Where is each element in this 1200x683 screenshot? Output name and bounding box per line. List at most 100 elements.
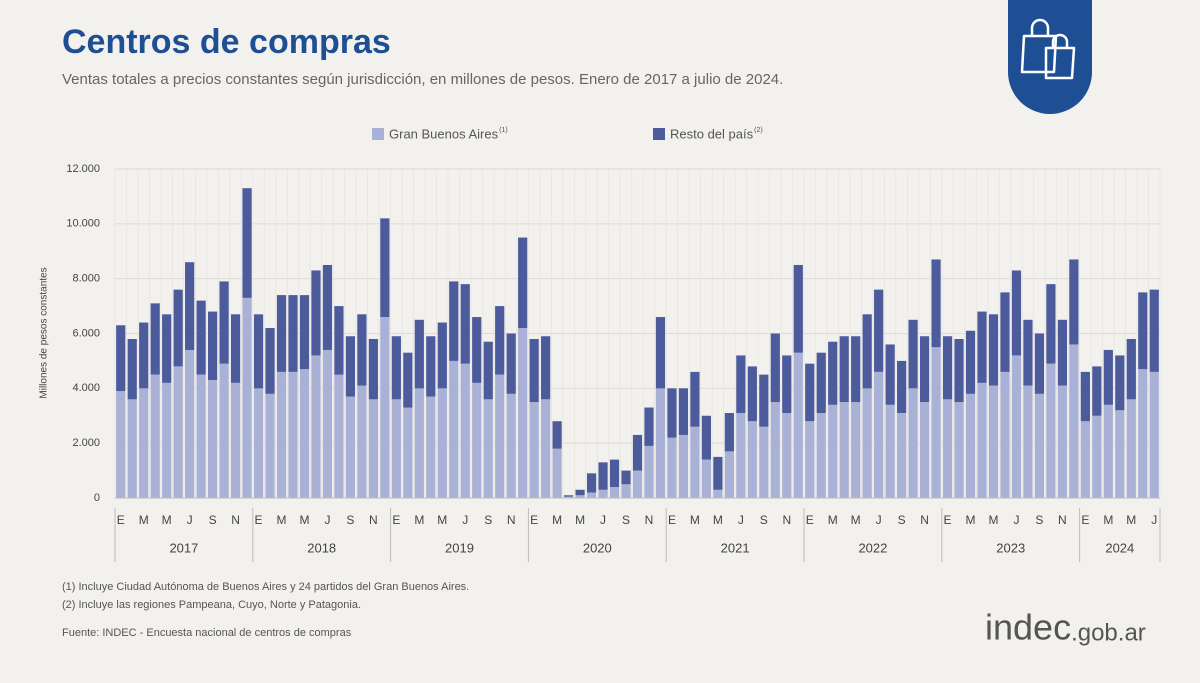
- bar-segment: [288, 295, 298, 372]
- bar-segment: [586, 473, 597, 493]
- bar-segment: [1011, 270, 1022, 356]
- x-tick-label: N: [369, 513, 378, 527]
- bar-segment: [311, 355, 321, 498]
- bar-segment: [276, 371, 287, 498]
- source: Fuente: INDEC - Encuesta nacional de cen…: [62, 627, 352, 639]
- bar-segment: [1046, 363, 1056, 498]
- bar-segment: [437, 388, 447, 498]
- bar-segment: [862, 388, 872, 498]
- bar-segment: [701, 415, 712, 460]
- bar-segment: [483, 399, 493, 498]
- bar-segment: [196, 300, 206, 375]
- bar-segment: [759, 426, 769, 498]
- bar-segment: [265, 393, 275, 498]
- year-label: 2024: [1105, 540, 1134, 555]
- x-tick-label: M: [1126, 513, 1136, 527]
- bar-segment: [954, 338, 964, 403]
- icon: [1008, 0, 1092, 114]
- bar-segment: [173, 366, 183, 498]
- bar-segment: [1069, 344, 1079, 498]
- bar-segment: [1103, 349, 1113, 405]
- bar-segment: [908, 388, 918, 498]
- bar-segment: [575, 489, 585, 496]
- x-tick-label: N: [782, 513, 791, 527]
- bar-segment: [954, 402, 964, 498]
- bar-segment: [529, 338, 539, 403]
- x-tick-label: E: [117, 513, 125, 527]
- bar-segment: [288, 371, 298, 498]
- bar-segment: [380, 218, 390, 318]
- bar-segment: [908, 319, 918, 389]
- bar-segment: [1138, 292, 1148, 370]
- bar-segment: [851, 402, 861, 498]
- bar-segment: [196, 374, 206, 498]
- y-tick-label: 2.000: [72, 437, 100, 449]
- y-tick-label: 10.000: [66, 218, 100, 230]
- x-tick-label: N: [920, 513, 929, 527]
- bar-segment: [770, 402, 780, 498]
- bar-segment: [495, 306, 505, 375]
- y-tick-label: 6.000: [72, 327, 100, 339]
- bar-segment: [897, 413, 907, 498]
- legend-swatch: [653, 128, 665, 140]
- bar-segment: [724, 451, 734, 498]
- bar-segment: [609, 487, 620, 498]
- bar-segment: [575, 495, 585, 498]
- bar-segment: [621, 484, 631, 498]
- legend-label: Gran Buenos Aires: [389, 126, 499, 141]
- bar-segment: [127, 399, 137, 498]
- bar-segment: [747, 366, 757, 422]
- bar-segment: [139, 322, 149, 389]
- year-label: 2022: [858, 540, 887, 555]
- bar-segment: [988, 385, 999, 498]
- bar-segment: [219, 363, 229, 498]
- bar-segment: [1080, 421, 1090, 498]
- x-tick-label: J: [462, 513, 468, 527]
- bar-segment: [139, 388, 149, 498]
- bar-segment: [586, 492, 597, 498]
- chart-subtitle: Ventas totales a precios constantes segú…: [62, 71, 783, 88]
- bar-segment: [380, 317, 390, 498]
- bar-segment: [253, 314, 264, 389]
- bar-segment: [563, 495, 574, 497]
- bar-segment: [426, 396, 436, 498]
- bar-segment: [977, 382, 987, 498]
- legend-label: Resto del país: [670, 126, 754, 141]
- bar-segment: [1057, 385, 1067, 498]
- bar-segment: [414, 388, 424, 498]
- bar-segment: [162, 382, 172, 498]
- x-tick-label: E: [806, 513, 814, 527]
- bar-segment: [770, 333, 780, 403]
- bar-segment: [816, 413, 826, 498]
- x-tick-label: M: [828, 513, 838, 527]
- year-label: 2017: [169, 540, 198, 555]
- bar-segment: [942, 399, 953, 498]
- bar-segment: [655, 388, 666, 498]
- bar-segment: [1103, 404, 1113, 498]
- bar-segment: [988, 314, 999, 386]
- bar-segment: [747, 421, 757, 498]
- bar-segment: [1126, 399, 1136, 498]
- bar-segment: [563, 496, 574, 498]
- bar-segment: [942, 336, 953, 400]
- bar-segment: [759, 374, 769, 427]
- x-tick-label: M: [1103, 513, 1113, 527]
- bar-segment: [1057, 319, 1067, 386]
- y-tick-label: 12.000: [66, 163, 100, 175]
- x-tick-label: M: [966, 513, 976, 527]
- bar-segment: [793, 352, 803, 498]
- bar-segment: [828, 341, 838, 405]
- bar-segment: [185, 349, 195, 498]
- bar-segment: [472, 382, 482, 498]
- bar-segment: [506, 393, 516, 498]
- bar-segment: [495, 374, 505, 498]
- bar-segment: [609, 459, 620, 488]
- bar-segment: [334, 374, 344, 498]
- y-tick-label: 8.000: [72, 273, 100, 285]
- bar-segment: [299, 295, 310, 370]
- bar-segment: [483, 341, 493, 400]
- bar-segment: [449, 281, 459, 361]
- bar-segment: [357, 314, 367, 386]
- bar-segment: [793, 264, 803, 353]
